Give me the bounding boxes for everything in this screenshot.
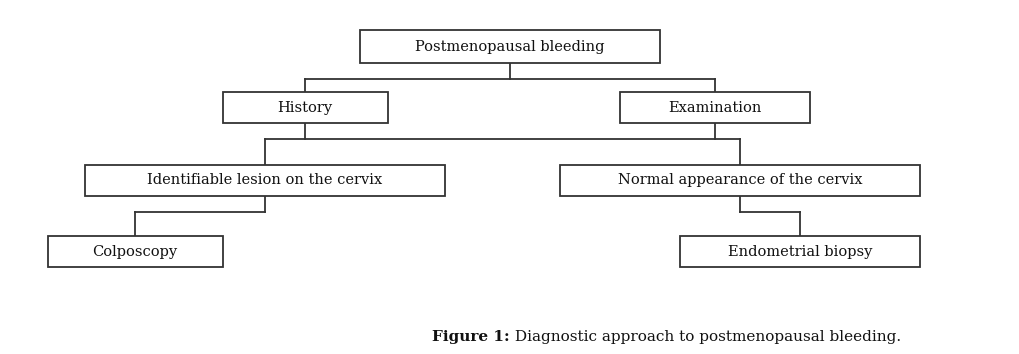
Text: Postmenopausal bleeding: Postmenopausal bleeding — [415, 40, 604, 54]
Text: Identifiable lesion on the cervix: Identifiable lesion on the cervix — [148, 173, 382, 188]
Text: History: History — [277, 101, 332, 115]
FancyBboxPatch shape — [48, 236, 222, 267]
FancyBboxPatch shape — [620, 92, 809, 123]
Text: Figure 1:: Figure 1: — [432, 330, 510, 343]
Text: Endometrial biopsy: Endometrial biopsy — [727, 245, 871, 258]
Text: Examination: Examination — [667, 101, 761, 115]
FancyBboxPatch shape — [86, 165, 444, 196]
Text: Diagnostic approach to postmenopausal bleeding.: Diagnostic approach to postmenopausal bl… — [510, 330, 900, 343]
FancyBboxPatch shape — [222, 92, 387, 123]
FancyBboxPatch shape — [559, 165, 919, 196]
FancyBboxPatch shape — [360, 30, 659, 63]
FancyBboxPatch shape — [680, 236, 919, 267]
Text: Normal appearance of the cervix: Normal appearance of the cervix — [618, 173, 861, 188]
Text: Colposcopy: Colposcopy — [93, 245, 177, 258]
